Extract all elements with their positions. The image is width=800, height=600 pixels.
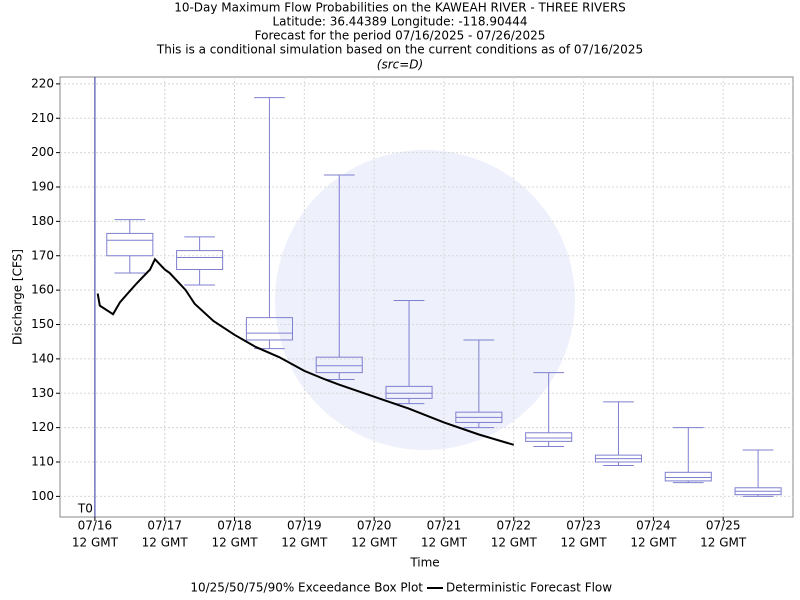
chart-title: 10-Day Maximum Flow Probabilities on the… <box>174 1 626 15</box>
x-tick-label: 12 GMT <box>421 536 468 550</box>
box <box>525 432 573 442</box>
y-tick-label: 220 <box>31 76 54 90</box>
y-tick-label: 200 <box>31 145 54 159</box>
box <box>106 232 154 257</box>
y-tick-label: 130 <box>31 386 54 400</box>
y-tick-label: 190 <box>31 180 54 194</box>
x-tick-label: 07/21 <box>427 519 462 533</box>
chart-subtitle: (src=D) <box>377 58 423 72</box>
watermark <box>275 150 575 450</box>
chart-title: Latitude: 36.44389 Longitude: -118.90444 <box>272 15 527 29</box>
chart-title: This is a conditional simulation based o… <box>156 43 643 57</box>
x-tick-label: 12 GMT <box>142 536 189 550</box>
x-tick-label: 12 GMT <box>211 536 258 550</box>
forecast-line <box>96 257 515 446</box>
x-tick-label: 12 GMT <box>72 536 119 550</box>
x-axis-label: Time <box>409 556 439 570</box>
x-tick-label: 12 GMT <box>700 536 747 550</box>
x-tick-label: 07/25 <box>706 519 741 533</box>
y-axis-label: Discharge [CFS] <box>11 249 25 345</box>
y-tick-label: 150 <box>31 317 54 331</box>
x-tick-label: 07/16 <box>78 519 113 533</box>
x-tick-label: 12 GMT <box>281 536 328 550</box>
x-tick-label: 07/22 <box>496 519 531 533</box>
x-tick-label: 07/20 <box>357 519 392 533</box>
y-tick-label: 110 <box>31 455 54 469</box>
x-tick-label: 07/24 <box>636 519 671 533</box>
legend-label: Deterministic Forecast Flow <box>446 581 612 595</box>
t0-label: T0 <box>77 502 93 516</box>
x-tick-label: 07/23 <box>566 519 601 533</box>
y-tick-label: 160 <box>31 283 54 297</box>
legend-label: 10/25/50/75/90% Exceedance Box Plot <box>190 581 423 595</box>
box <box>664 471 712 482</box>
chart-title: Forecast for the period 07/16/2025 - 07/… <box>255 29 546 43</box>
x-tick-label: 12 GMT <box>351 536 398 550</box>
plot-area <box>59 76 794 518</box>
y-tick-label: 140 <box>31 351 54 365</box>
x-tick-label: 12 GMT <box>630 536 677 550</box>
x-tick-label: 07/17 <box>147 519 182 533</box>
y-tick-label: 210 <box>31 111 54 125</box>
y-tick-label: 170 <box>31 248 54 262</box>
y-tick-label: 120 <box>31 420 54 434</box>
box <box>176 250 224 270</box>
y-tick-label: 180 <box>31 214 54 228</box>
y-tick-label: 100 <box>31 489 54 503</box>
x-tick-label: 12 GMT <box>561 536 608 550</box>
x-tick-label: 12 GMT <box>491 536 538 550</box>
x-tick-label: 07/19 <box>287 519 322 533</box>
x-tick-label: 07/18 <box>217 519 252 533</box>
